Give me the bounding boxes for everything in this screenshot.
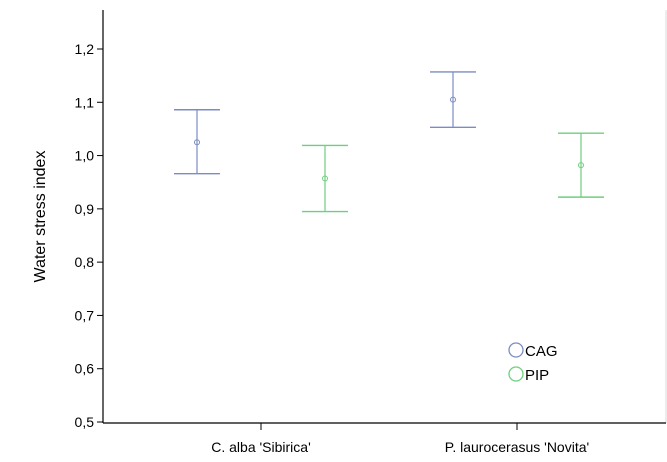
error-bar-cag-1: [430, 71, 476, 129]
error-bars: [174, 71, 604, 213]
mean-point: [322, 175, 328, 182]
legend: CAG PIP: [508, 342, 558, 384]
y-tick-label: 1,1: [75, 94, 95, 110]
y-axis: 0,5 0,6 0,7 0,8 0,9 1,0 1,1 1,2: [75, 10, 104, 430]
legend-marker: [508, 342, 524, 358]
y-axis-title: Water stress index: [32, 151, 49, 283]
y-tick-label: 1,0: [75, 148, 95, 164]
error-bar-pip-0: [302, 144, 348, 213]
legend-item-pip: PIP: [508, 366, 549, 384]
legend-label: PIP: [525, 367, 549, 384]
x-tick-label: C. alba 'Sibirica': [211, 439, 311, 455]
error-bar-cag-0: [174, 109, 220, 175]
y-tick-label: 0,8: [75, 254, 95, 270]
y-tick-label: 0,6: [75, 361, 95, 377]
mean-point: [578, 162, 584, 169]
mean-point: [450, 96, 456, 103]
legend-item-cag: CAG: [508, 342, 558, 360]
plot-frame: [103, 9, 667, 423]
x-tick-label: P. laurocerasus 'Novita': [445, 439, 589, 455]
y-tick-label: 0,9: [75, 201, 95, 217]
legend-label: CAG: [525, 343, 558, 360]
error-bar-pip-1: [558, 132, 604, 198]
legend-marker: [508, 366, 524, 382]
x-axis: C. alba 'Sibirica' P. laurocerasus 'Novit…: [103, 422, 666, 455]
y-tick-label: 0,7: [75, 307, 95, 323]
mean-point: [194, 139, 200, 146]
y-tick-label: 1,2: [75, 41, 95, 57]
y-tick-label: 0,5: [75, 414, 95, 430]
